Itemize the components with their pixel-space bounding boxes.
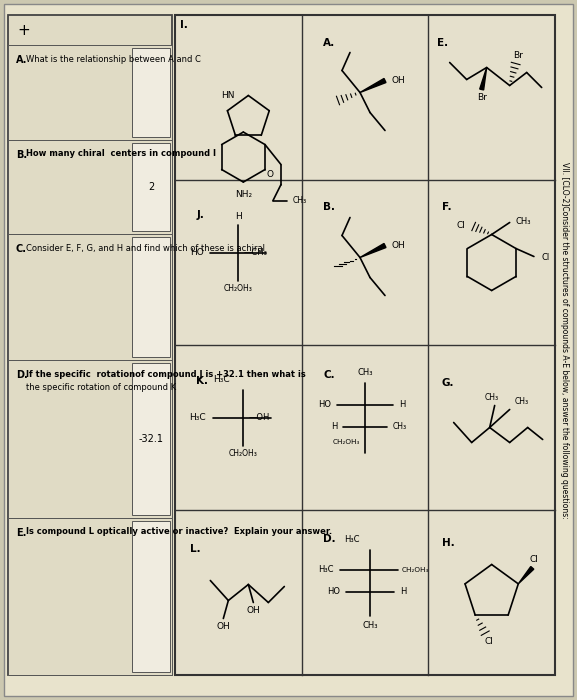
Bar [8, 517, 172, 675]
Text: CH₃: CH₃ [357, 368, 373, 377]
Text: I.: I. [180, 20, 188, 30]
Text: Is compound L optically active or inactive?  Explain your answer.: Is compound L optically active or inacti… [26, 528, 332, 536]
Text: CH₃: CH₃ [515, 397, 529, 406]
Text: +: + [17, 23, 30, 38]
Text: K.: K. [196, 375, 208, 386]
Text: CH₃: CH₃ [362, 621, 378, 630]
Text: H₃C: H₃C [189, 413, 205, 422]
Text: F.: F. [441, 202, 451, 213]
Text: CH₂OH₃: CH₂OH₃ [224, 284, 253, 293]
Text: CH₃: CH₃ [293, 196, 307, 205]
Text: E.: E. [437, 38, 448, 48]
Text: E.: E. [16, 528, 27, 538]
Text: CH₃: CH₃ [516, 217, 531, 226]
Text: CH₂OH₃: CH₂OH₃ [229, 449, 258, 458]
Text: H₃C: H₃C [319, 565, 334, 574]
Text: —OH: —OH [248, 413, 269, 422]
Bar [132, 521, 170, 672]
Bar [132, 143, 170, 231]
Text: L.: L. [190, 545, 201, 554]
Text: D.: D. [323, 535, 336, 545]
Text: J.: J. [196, 211, 204, 220]
Text: OH: OH [246, 606, 260, 615]
Text: HO: HO [318, 400, 331, 409]
Text: H₃C: H₃C [344, 535, 360, 544]
Text: HO: HO [190, 248, 204, 257]
Text: CH₂OH₃: CH₂OH₃ [332, 440, 360, 445]
Text: Cl: Cl [530, 555, 539, 564]
Bar [132, 237, 170, 357]
Text: C.: C. [16, 244, 27, 254]
Text: D.: D. [16, 370, 28, 380]
Bar [8, 15, 172, 675]
Text: -32.1: -32.1 [138, 434, 163, 444]
Text: 2: 2 [148, 182, 154, 192]
Text: Cl: Cl [485, 637, 494, 645]
Text: NH₂: NH₂ [235, 190, 252, 199]
Text: H: H [400, 587, 406, 596]
Text: H: H [235, 212, 242, 221]
Text: Cl: Cl [542, 253, 550, 262]
Text: CH₂OH₃: CH₂OH₃ [402, 566, 429, 573]
Text: C.: C. [323, 370, 335, 379]
Text: HO: HO [327, 587, 340, 596]
Text: H.: H. [441, 538, 455, 547]
Text: O: O [267, 170, 274, 179]
Text: G.: G. [441, 377, 454, 388]
Text: CH₃: CH₃ [393, 422, 407, 431]
Text: If the specific  rotationof compound J is +32.1 then what is: If the specific rotationof compound J is… [26, 370, 306, 379]
Text: H: H [399, 400, 406, 409]
Bar [8, 360, 172, 517]
Text: the specific rotation of compound K: the specific rotation of compound K [26, 383, 176, 392]
Text: Cl: Cl [457, 221, 466, 230]
Text: —CH₃: —CH₃ [243, 248, 267, 257]
Bar [8, 234, 172, 360]
Bar [8, 139, 172, 234]
Polygon shape [518, 566, 534, 584]
Text: Br: Br [513, 51, 523, 60]
Bar [8, 45, 172, 139]
Text: B.: B. [323, 202, 335, 213]
Text: B.: B. [16, 150, 27, 160]
Bar [132, 363, 170, 514]
Bar [132, 48, 170, 136]
Text: OH: OH [216, 622, 230, 631]
Text: Br: Br [477, 93, 486, 102]
Text: A.: A. [323, 38, 335, 48]
Polygon shape [360, 78, 386, 92]
Text: VII. [CLO-2]Consider the structures of compounds A-E below, answer the following: VII. [CLO-2]Consider the structures of c… [560, 162, 568, 519]
Polygon shape [360, 244, 386, 258]
Text: How many chiral  centers in compound I: How many chiral centers in compound I [26, 150, 216, 158]
Text: H₃C: H₃C [213, 375, 229, 384]
Text: What is the relationship between A and C: What is the relationship between A and C [26, 55, 201, 64]
Text: A.: A. [16, 55, 27, 65]
Text: HN: HN [221, 91, 234, 100]
Text: OH: OH [392, 241, 406, 250]
Text: H: H [331, 422, 337, 431]
Text: CH₃: CH₃ [485, 393, 499, 402]
Bar [175, 15, 555, 675]
Text: Consider E, F, G, and H and find which of these is achiral: Consider E, F, G, and H and find which o… [26, 244, 265, 253]
Text: OH: OH [392, 76, 406, 85]
Polygon shape [479, 67, 486, 90]
